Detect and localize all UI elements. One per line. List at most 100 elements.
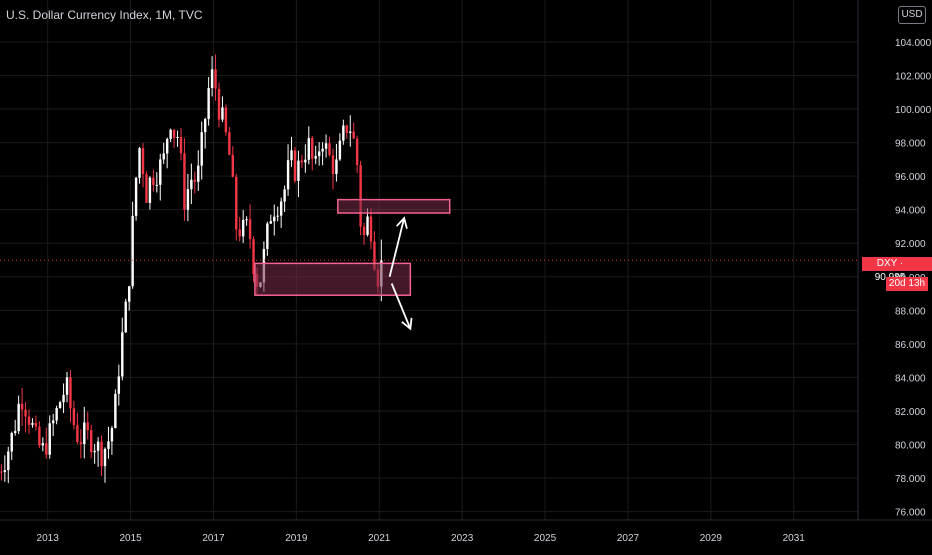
candle-body — [217, 88, 221, 120]
candle-body — [62, 394, 65, 403]
x-tick-label: 2023 — [451, 533, 474, 544]
candle-body — [10, 433, 13, 452]
candle-body — [290, 150, 293, 161]
candle-body — [200, 132, 203, 166]
y-tick-label: 82.000 — [895, 407, 926, 418]
candle-body — [338, 140, 342, 160]
candle-body — [345, 125, 349, 133]
candle-body — [93, 450, 96, 453]
arrow-head — [396, 216, 408, 229]
x-tick-label: 2015 — [119, 533, 142, 544]
candle-body — [366, 216, 369, 235]
candle-body — [7, 451, 10, 471]
candle-body — [224, 107, 228, 133]
candle-body — [276, 215, 279, 217]
y-tick-label: 86.000 — [895, 340, 926, 351]
candle-body — [148, 177, 152, 203]
candle-body — [45, 443, 48, 455]
candle-body — [362, 226, 366, 235]
candle-body — [48, 423, 51, 455]
symbol-label: DXY — [876, 258, 898, 269]
candle-body — [355, 138, 359, 166]
x-tick-label: 2017 — [202, 533, 225, 544]
candle-body — [41, 443, 45, 446]
y-tick-label: 92.000 — [895, 239, 926, 250]
x-tick-label: 2021 — [368, 533, 391, 544]
candle-body — [86, 422, 89, 431]
candle-body — [103, 448, 107, 467]
candle-body — [72, 408, 76, 426]
candle-body — [121, 332, 124, 377]
candle-body — [283, 189, 286, 202]
y-tick-label: 84.000 — [895, 373, 926, 384]
candle-body — [34, 422, 38, 427]
zone-rectangle[interactable] — [337, 198, 451, 214]
candle-body — [359, 165, 362, 227]
candle-body — [373, 241, 376, 270]
x-tick-label: 2027 — [617, 533, 640, 544]
candle-body — [300, 160, 304, 163]
candle-body — [69, 377, 72, 409]
candle-body — [273, 216, 276, 222]
candle-body — [110, 428, 114, 442]
candle-body — [152, 177, 155, 185]
candle-body — [266, 223, 269, 250]
candle-body — [190, 179, 193, 190]
y-tick-label: 96.000 — [895, 172, 926, 183]
candle-body — [297, 160, 300, 181]
candle-body — [221, 107, 224, 120]
candle-body — [100, 441, 103, 467]
arrow-shaft[interactable] — [388, 217, 406, 277]
candle-body — [172, 129, 176, 138]
candle-body — [317, 151, 321, 157]
x-tick-label: 2031 — [783, 533, 806, 544]
candle-body — [321, 148, 324, 152]
candle-body — [117, 376, 121, 394]
zone-rectangle[interactable] — [254, 262, 412, 296]
annotations-layer[interactable] — [254, 198, 451, 331]
price-edge-marker — [918, 257, 932, 271]
candle-body — [107, 441, 110, 449]
last-price-label: DXY · 90.985 — [862, 257, 918, 283]
x-tick-label: 2025 — [534, 533, 557, 544]
candle-body — [58, 402, 62, 408]
y-tick-label: 100.000 — [895, 105, 932, 116]
y-tick-label: 104.000 — [895, 38, 932, 49]
candle-body — [307, 138, 311, 160]
arrow-shaft[interactable] — [390, 283, 412, 330]
candle-body — [124, 301, 127, 333]
candle-body — [183, 153, 186, 210]
candle-body — [55, 407, 58, 421]
candle-body — [238, 229, 241, 237]
chart-title: U.S. Dollar Currency Index, 1M, TVC — [6, 8, 203, 22]
candle-body — [214, 69, 217, 89]
candle-body — [162, 153, 165, 160]
y-tick-label: 78.000 — [895, 474, 926, 485]
candle-body — [241, 219, 245, 237]
x-tick-label: 2019 — [285, 533, 308, 544]
candle-body — [328, 143, 331, 156]
candle-body — [76, 425, 79, 443]
price-separator: · — [899, 258, 904, 269]
candle-body — [248, 219, 252, 240]
y-tick-label: 94.000 — [895, 206, 926, 217]
candle-body — [83, 422, 86, 444]
y-tick-label: 80.000 — [895, 441, 926, 452]
candle-body — [114, 393, 117, 429]
candle-body — [349, 131, 352, 133]
candle-body — [20, 403, 24, 410]
candles-layer — [0, 54, 383, 484]
candle-body — [169, 129, 172, 139]
candle-body — [96, 441, 100, 451]
candle-body — [176, 136, 179, 138]
currency-button[interactable]: USD — [898, 6, 926, 24]
candle-body — [342, 125, 345, 141]
candle-body — [127, 286, 131, 302]
candle-body — [131, 215, 134, 287]
candle-body — [134, 177, 138, 216]
candle-body — [269, 221, 273, 224]
candle-body — [17, 403, 20, 432]
time-axis[interactable]: 2013 2015 2017 2019 2021 2023 2025 2027 2029 2031 — [37, 533, 806, 544]
